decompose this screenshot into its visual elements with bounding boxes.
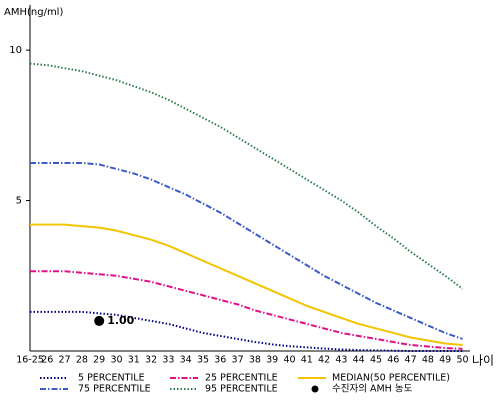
- x-tick-label: 44: [353, 355, 365, 366]
- legend-label: 수진자의 AMH 농도: [332, 384, 413, 395]
- y-tick-label: 10: [9, 45, 22, 56]
- legend-swatch: [311, 385, 319, 393]
- series-line: [30, 310, 463, 352]
- series-line: [30, 223, 463, 346]
- x-tick-label: 29: [93, 355, 105, 366]
- legend-label: MEDIAN(50 PERCENTILE): [332, 373, 450, 384]
- patient-point: [94, 315, 105, 326]
- y-tick-label: 5: [16, 196, 22, 207]
- patient-value-label: 1.00: [107, 314, 134, 327]
- x-tick-label: 38: [249, 355, 261, 366]
- x-tick-label: 46: [387, 355, 399, 366]
- x-tick-label: 37: [232, 355, 244, 366]
- x-tick-label: 48: [422, 355, 434, 366]
- x-tick-label: 28: [76, 355, 88, 366]
- x-tick-label: 49: [439, 355, 451, 366]
- legend-label: 95 PERCENTILE: [205, 384, 278, 395]
- x-tick-label: 41: [301, 355, 313, 366]
- legend-label: 25 PERCENTILE: [205, 373, 278, 384]
- x-tick-label: 31: [128, 355, 140, 366]
- x-tick-label: 47: [405, 355, 417, 366]
- x-tick-label: 30: [110, 355, 122, 366]
- x-tick-label: 43: [335, 355, 347, 366]
- x-tick-label: 36: [214, 355, 226, 366]
- x-tick-label: 50: [456, 355, 468, 366]
- y-axis-label: AMH(ng/ml): [4, 7, 63, 18]
- x-tick-label: 39: [266, 355, 278, 366]
- x-tick-label: 35: [197, 355, 209, 366]
- x-tick-label: 26: [41, 355, 53, 366]
- legend-label: 75 PERCENTILE: [78, 384, 151, 395]
- x-tick-label: 40: [283, 355, 295, 366]
- series-line: [30, 270, 463, 350]
- x-tick-label: 32: [145, 355, 157, 366]
- x-tick-label: 42: [318, 355, 330, 366]
- x-tick-label: 16-25: [16, 355, 44, 366]
- series-line: [30, 161, 463, 340]
- x-axis-label: 나이: [472, 354, 494, 368]
- x-tick-label: 27: [59, 355, 71, 366]
- legend-label: 5 PERCENTILE: [78, 373, 145, 384]
- series-line: [29, 62, 464, 290]
- x-tick-label: 33: [162, 355, 174, 366]
- x-tick-label: 34: [180, 355, 192, 366]
- x-tick-label: 45: [370, 355, 382, 366]
